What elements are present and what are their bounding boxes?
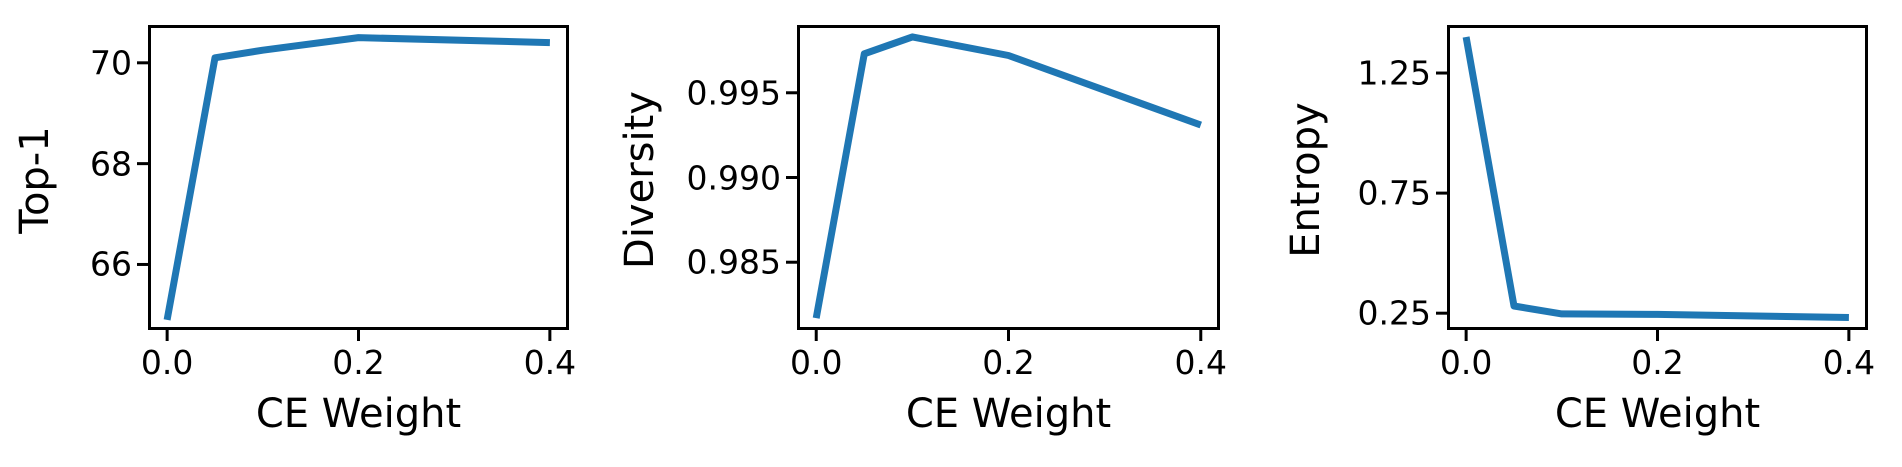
x-tick-label: 0.0: [140, 343, 194, 382]
x-tick-label: 0.4: [1822, 343, 1876, 382]
y-tick-label: 0.985: [686, 242, 781, 282]
y-axis-label-diversity: Diversity: [617, 90, 663, 269]
y-axis-label-entropy: Entropy: [1283, 101, 1329, 258]
y-tick-label: 70: [90, 43, 132, 83]
y-tick-label: 0.995: [686, 73, 781, 113]
y-tick-label: 66: [90, 244, 132, 284]
x-tick-label: 0.2: [982, 343, 1035, 382]
x-axis-label-ce-weight: CE Weight: [905, 391, 1112, 437]
x-tick-label: 0.2: [332, 343, 385, 382]
y-tick-label: 0.75: [1357, 173, 1431, 213]
x-axis-label-ce-weight: CE Weight: [255, 391, 462, 437]
x-tick-label: 0.0: [1439, 343, 1493, 382]
x-tick-label: 0.0: [789, 343, 843, 382]
y-tick-label: 0.25: [1357, 293, 1431, 333]
x-tick-label: 0.4: [1174, 343, 1228, 382]
x-axis-label-ce-weight: CE Weight: [1554, 391, 1761, 437]
plot-area-top1: [137, 25, 569, 341]
y-tick-label: 1.25: [1357, 53, 1431, 93]
plot-area-entropy: [1436, 25, 1868, 341]
y-axis-label-top1: Top-1: [12, 125, 58, 234]
y-tick-label: 68: [90, 144, 132, 184]
plot-area-diversity: [786, 25, 1220, 341]
y-tick-label: 0.990: [686, 158, 781, 197]
x-tick-label: 0.2: [1631, 343, 1684, 382]
x-tick-label: 0.4: [523, 343, 577, 382]
